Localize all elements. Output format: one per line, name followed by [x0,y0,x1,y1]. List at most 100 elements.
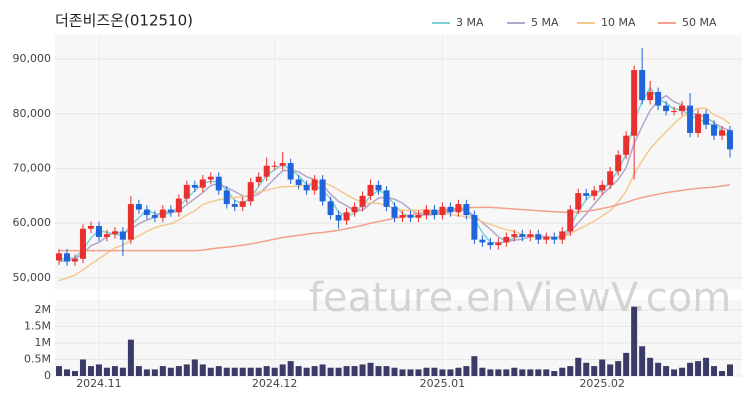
volume-tick-label: 1.5M [24,319,51,332]
chart-title: 더존비즈온(012510) [55,12,193,30]
volume-bar [63,369,70,376]
candle-body [399,215,406,218]
candle-body [639,70,646,101]
volume-bar [431,367,438,376]
y-tick-label: 50,000 [13,271,52,284]
volume-bar [135,366,142,376]
candle-body [719,130,726,136]
candle-body [151,215,158,218]
candle-body [575,193,582,210]
candle-body [527,234,534,237]
candle-body [223,190,230,205]
candle-body [255,176,262,183]
volume-bar [447,369,454,376]
volume-bar [647,357,654,376]
volume-bar [56,366,62,376]
volume-bar [79,359,86,376]
volume-bar [623,352,630,376]
candle-body [495,242,502,246]
volume-bar [399,369,406,376]
volume-bar [343,366,350,376]
candle-body [119,231,126,240]
candle-body [447,206,454,213]
candle-body [455,204,462,213]
candle-body [215,176,222,191]
candle-body [663,105,670,112]
candle-body [503,236,510,243]
candle-body [135,204,142,210]
y-tick-label: 60,000 [13,216,52,229]
watermark: feature.enViewV.com [309,275,731,321]
volume-bar [391,367,398,376]
volume-bar [687,362,694,376]
x-tick-label: 2025.01 [420,377,466,390]
volume-bar [327,367,334,376]
candle-body [647,91,654,101]
volume-bar [287,361,294,376]
candle-body [191,184,198,188]
candle-body [375,184,382,191]
candle-body [559,231,566,240]
candle-body [623,135,630,155]
candle-body [391,206,398,218]
candle-body [727,130,734,150]
x-tick-label: 2024.11 [76,377,122,390]
volume-bar [119,367,126,376]
candle-body [79,228,86,259]
candle-body [71,258,78,262]
candle-body [407,215,414,218]
volume-bar [543,369,550,376]
volume-bar [71,371,78,376]
volume-bar [575,357,582,376]
y-tick-label: 90,000 [13,52,52,65]
candle-body [615,154,622,172]
candle-body [359,195,366,207]
volume-tick-label: 0 [44,369,51,382]
volume-tick-label: 2M [35,303,52,316]
volume-bar [463,366,470,376]
candle-body [183,184,190,199]
candle-body [607,171,614,185]
volume-bar [383,366,390,376]
candle-body [471,215,478,240]
candle-body [271,165,278,167]
candle-body [295,179,302,185]
legend-label: 5 MA [531,16,559,29]
volume-bar [487,369,494,376]
volume-bar [607,364,614,376]
candle-body [63,253,70,262]
volume-bar [519,369,526,376]
candle-body [711,124,718,136]
volume-bar [527,369,534,376]
candle-body [567,209,574,232]
candle-body [599,184,606,191]
candle-body [695,113,702,133]
candle-body [127,204,134,240]
volume-bar [439,369,446,376]
volume-bar [719,371,726,376]
volume-bar [279,364,286,376]
volume-bar [663,366,670,376]
volume-bar [231,367,238,376]
volume-bar [223,367,230,376]
volume-bar [639,346,646,376]
volume-bar [567,366,574,376]
candle-body [423,209,430,216]
volume-bar [295,366,302,376]
volume-bar [695,361,702,376]
candle-body [431,209,438,216]
candle-body [87,225,94,229]
volume-bar [215,366,222,376]
volume-bar [495,369,502,376]
candle-body [367,184,374,196]
x-tick-label: 2025.02 [579,377,625,390]
volume-bar [143,369,150,376]
y-tick-label: 70,000 [13,162,52,175]
candle-body [383,190,390,207]
x-tick-label: 2024.12 [252,377,298,390]
candle-body [415,215,422,218]
volume-bar [599,359,606,376]
volume-bar [423,367,430,376]
candle-body [263,165,270,177]
volume-bar [191,359,198,376]
